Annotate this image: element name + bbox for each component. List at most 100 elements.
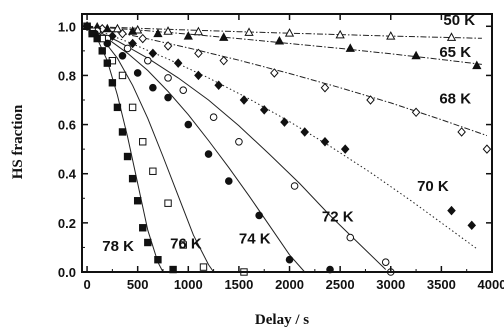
data-point-50k bbox=[446, 32, 457, 41]
data-point-78k bbox=[113, 103, 122, 112]
y-tick-label: 0.6 bbox=[58, 118, 76, 133]
x-tick-label: 1000 bbox=[174, 277, 203, 292]
data-point-68k bbox=[411, 107, 421, 118]
series-label-70k: 70 K bbox=[417, 178, 449, 195]
data-point-72k bbox=[235, 137, 243, 146]
x-tick-label: 3000 bbox=[376, 277, 405, 292]
y-tick-label: 1.0 bbox=[58, 19, 76, 34]
data-point-72k bbox=[290, 182, 299, 190]
data-point-68k bbox=[366, 95, 375, 105]
fit-curve-74k bbox=[86, 25, 306, 273]
data-point-72k bbox=[346, 233, 355, 242]
data-point-76k bbox=[149, 167, 157, 175]
data-point-68k bbox=[163, 41, 173, 51]
data-point-68k bbox=[194, 48, 203, 59]
x-tick-label: 1500 bbox=[224, 277, 253, 292]
data-point-76k bbox=[164, 199, 172, 207]
data-point-72k bbox=[123, 44, 132, 53]
data-point-76k bbox=[139, 138, 147, 146]
y-axis-label: HS fraction bbox=[10, 104, 26, 179]
data-point-78k bbox=[144, 238, 152, 247]
data-point-65k bbox=[411, 50, 421, 60]
data-point-70k bbox=[280, 117, 289, 127]
data-point-70k bbox=[128, 38, 137, 49]
data-point-50k bbox=[133, 24, 143, 34]
series-label-50k: 50 K bbox=[443, 12, 475, 29]
data-point-70k bbox=[108, 31, 117, 41]
data-point-70k bbox=[173, 58, 183, 68]
data-point-78k bbox=[123, 152, 132, 161]
y-tick-label: 0.0 bbox=[58, 265, 76, 280]
data-point-50k bbox=[112, 23, 123, 33]
data-point-68k bbox=[320, 82, 330, 93]
data-point-74k bbox=[164, 93, 172, 102]
fit-curve-65k bbox=[87, 25, 482, 65]
data-point-78k bbox=[118, 128, 127, 136]
data-point-72k bbox=[179, 86, 188, 94]
y-tick-label: 0.8 bbox=[58, 68, 76, 83]
data-point-72k bbox=[381, 258, 390, 266]
x-tick-label: 2500 bbox=[326, 277, 355, 292]
series-label-72k: 72 K bbox=[322, 209, 354, 226]
data-point-70k bbox=[214, 80, 223, 91]
data-point-70k bbox=[340, 144, 350, 154]
data-point-68k bbox=[457, 127, 466, 137]
data-point-70k bbox=[259, 105, 269, 115]
data-point-78k bbox=[128, 174, 137, 183]
fit-curve-72k bbox=[86, 25, 387, 270]
data-point-50k bbox=[244, 27, 254, 36]
data-point-72k bbox=[144, 56, 152, 65]
y-tick-label: 0.2 bbox=[58, 216, 76, 231]
data-point-68k bbox=[118, 28, 127, 39]
data-point-50k bbox=[163, 26, 173, 35]
x-tick-label: 0 bbox=[83, 277, 90, 292]
data-point-74k bbox=[184, 120, 193, 129]
data-point-50k bbox=[335, 29, 345, 39]
data-point-70k bbox=[320, 137, 330, 147]
data-point-76k bbox=[128, 103, 137, 112]
data-point-68k bbox=[270, 68, 279, 78]
data-point-68k bbox=[219, 55, 229, 66]
data-point-50k bbox=[386, 31, 396, 40]
axes-layer: 0 500 1000 1500 2000 2500 3000 3500 4000 0.0 0.2 0.… bbox=[58, 13, 504, 292]
data-point-70k bbox=[447, 205, 456, 216]
x-tick-label: 4000 bbox=[478, 277, 504, 292]
data-point-65k bbox=[153, 28, 163, 38]
data-point-74k bbox=[149, 83, 157, 92]
y-tick-label: 0.4 bbox=[58, 167, 77, 182]
data-point-68k bbox=[482, 144, 492, 154]
data-point-78k bbox=[133, 197, 142, 205]
series-label-74k: 74 K bbox=[239, 231, 271, 248]
data-point-68k bbox=[138, 33, 148, 44]
data-point-70k bbox=[300, 127, 309, 137]
data-point-76k bbox=[199, 263, 208, 271]
data-point-65k bbox=[472, 60, 482, 70]
plot-frame bbox=[81, 13, 493, 273]
data-point-74k bbox=[224, 177, 233, 185]
data-point-65k bbox=[183, 31, 193, 40]
x-axis-label: Delay / s bbox=[255, 312, 309, 328]
data-point-74k bbox=[133, 69, 142, 77]
data-point-65k bbox=[219, 32, 229, 41]
data-point-70k bbox=[467, 220, 477, 231]
data-point-74k bbox=[204, 150, 213, 158]
x-tick-label: 500 bbox=[127, 277, 149, 292]
data-point-70k bbox=[148, 48, 158, 59]
data-point-74k bbox=[255, 211, 263, 220]
data-point-65k bbox=[274, 35, 285, 45]
data-point-78k bbox=[93, 34, 101, 43]
fit-curve-50k bbox=[87, 25, 482, 39]
series-label-78k: 78 K bbox=[102, 238, 134, 255]
data-point-76k bbox=[179, 241, 187, 249]
data-point-78k bbox=[108, 79, 117, 87]
data-point-74k bbox=[285, 255, 294, 264]
series-label-68k: 68 K bbox=[439, 91, 471, 108]
fit-curve-76k bbox=[86, 25, 215, 273]
series-label-76k: 76 K bbox=[170, 236, 202, 253]
x-tick-label: 2000 bbox=[275, 277, 304, 292]
data-point-78k bbox=[98, 47, 106, 55]
data-point-70k bbox=[239, 95, 249, 105]
data-point-76k bbox=[118, 71, 127, 80]
data-point-50k bbox=[193, 26, 204, 36]
